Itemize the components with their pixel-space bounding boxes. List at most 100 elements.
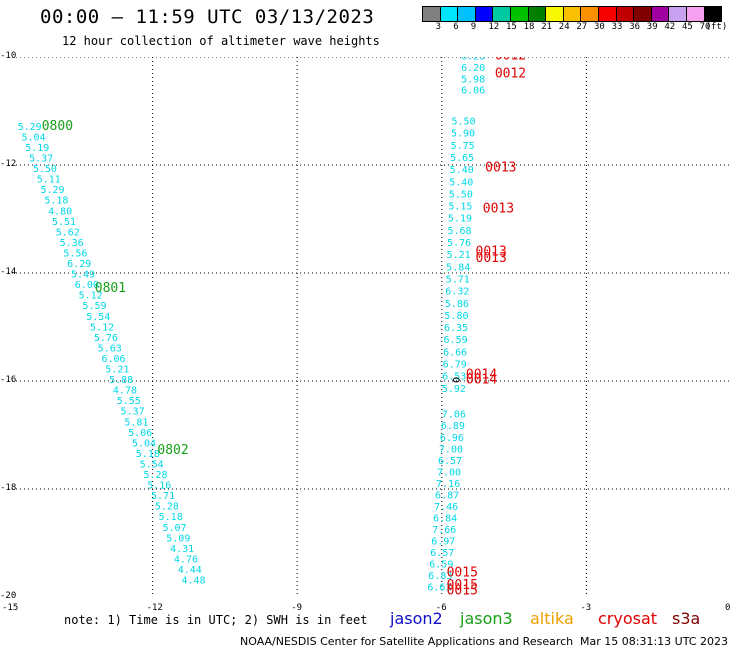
legend-label: 9 <box>470 22 477 32</box>
pass-time-label: 0013 <box>485 160 516 175</box>
pass-time-label: 0012 <box>495 57 526 64</box>
pass-time-label: 0015 <box>447 578 478 593</box>
legend-label: 12 <box>488 22 500 32</box>
legend-swatch <box>545 6 564 22</box>
legend-label: 70 <box>699 22 711 32</box>
swh-point: 6.06 <box>101 354 125 365</box>
swh-point: 5.98 <box>461 74 485 85</box>
swh-point: 6.29 <box>67 259 91 270</box>
swh-point: 5.36 <box>60 238 84 249</box>
swh-point: 5.54 <box>86 312 110 323</box>
y-tick-label: -14 <box>0 267 17 277</box>
swh-point: 5.65 <box>450 153 474 164</box>
swh-point: 6.97 <box>431 536 455 547</box>
swh-point: 7.00 <box>439 444 463 455</box>
swh-point: 5.18 <box>136 449 160 460</box>
pass-time-label: 0013 <box>476 251 507 266</box>
swh-point: 4.44 <box>178 565 202 576</box>
pass-time-label: 0014 <box>466 373 497 388</box>
legend-label: 33 <box>611 22 623 32</box>
swh-point: 7.46 <box>434 502 458 513</box>
swh-point: 6.57 <box>438 456 462 467</box>
legend-label: 30 <box>594 22 605 32</box>
legend-label: 15 <box>506 22 517 32</box>
note-text: note: 1) Time is in UTC; 2) SWH is in fe… <box>64 613 368 627</box>
swh-point: 5.84 <box>446 262 470 273</box>
swh-point: 7.66 <box>432 525 456 536</box>
swh-point: 6.59 <box>444 335 468 346</box>
swh-point: 6.53 <box>442 372 466 383</box>
swh-point: 5.81 <box>124 417 148 428</box>
swh-point: 5.55 <box>117 396 141 407</box>
swh-point: 6.84 <box>433 513 457 524</box>
legend-swatch <box>615 6 635 22</box>
swh-point: 5.16 <box>147 481 171 492</box>
x-tick-label: -15 <box>2 603 19 613</box>
swh-point: 5.68 <box>447 226 471 237</box>
swh-point: 4.76 <box>174 554 198 565</box>
swh-point: 6.06 <box>461 86 485 97</box>
legend-label: 27 <box>576 22 588 32</box>
legend-swatch <box>580 6 599 22</box>
swh-point: 5.21 <box>447 250 471 261</box>
legend-label: 45 <box>682 22 693 32</box>
swh-point: 5.59 <box>82 301 106 312</box>
legend-swatch <box>650 6 670 22</box>
swh-point: 6.23 <box>461 57 485 63</box>
mission-label-jason2: jason2 <box>390 609 443 628</box>
pass-time-label: 0013 <box>483 202 514 217</box>
swh-point: 6.20 <box>461 63 485 74</box>
swh-point: 5.21 <box>105 365 129 376</box>
swh-point: 5.19 <box>25 143 49 154</box>
swh-point: 6.57 <box>430 548 454 559</box>
swh-point: 5.28 <box>143 470 167 481</box>
x-tick-label: 0 <box>725 603 731 613</box>
mission-label-jason3: jason3 <box>460 609 513 628</box>
swh-point: 5.29 <box>41 185 65 196</box>
swh-point: 5.29 <box>18 122 42 133</box>
swh-point: 4.31 <box>170 544 194 555</box>
swh-point: 6.96 <box>440 433 464 444</box>
y-tick-label: -18 <box>0 483 17 493</box>
y-tick-label: -16 <box>0 375 17 385</box>
swh-point: 5.07 <box>162 523 186 534</box>
legend-label: 3 <box>435 22 442 32</box>
swh-point: 5.49 <box>71 270 95 281</box>
legend-swatch <box>527 6 547 22</box>
pass-time-label: 0802 <box>157 443 188 458</box>
legend-swatch <box>668 6 687 22</box>
mission-label-s3a: s3a <box>672 609 701 628</box>
pass-time-label: 0015 <box>447 583 478 598</box>
swh-point: 6.35 <box>444 323 468 334</box>
swh-point: 6.59 <box>429 559 453 570</box>
legend-unit: (ft) <box>705 22 728 32</box>
legend-label: 24 <box>558 22 570 32</box>
swh-point: 5.06 <box>128 428 152 439</box>
legend-label: 6 <box>453 22 459 32</box>
legend-swatch <box>633 6 652 22</box>
pass-time-label: 0800 <box>42 119 73 134</box>
swh-point: 7.16 <box>436 479 460 490</box>
swh-point: 5.18 <box>159 512 183 523</box>
legend-swatch <box>598 6 617 22</box>
legend-swatch <box>457 6 476 22</box>
swh-point: 5.80 <box>444 311 468 322</box>
swh-point: 5.51 <box>52 217 76 228</box>
x-tick-label: -6 <box>435 603 447 613</box>
swh-point: 5.71 <box>151 491 175 502</box>
legend-swatch <box>703 6 723 22</box>
swh-point: 5.37 <box>29 154 53 165</box>
swh-point: 4.80 <box>48 206 72 217</box>
swh-point: 4.78 <box>113 386 137 397</box>
generation-timestamp: Mar 15 08:31:13 UTC 2023 <box>580 635 728 648</box>
swh-point: 5.71 <box>446 274 470 285</box>
legend-label: 39 <box>646 22 658 32</box>
swh-point: 5.12 <box>79 291 103 302</box>
legend-label: 36 <box>629 22 641 32</box>
swh-point: 5.75 <box>451 141 475 152</box>
swh-point: 5.50 <box>449 189 473 200</box>
chart-title: 00:00 – 11:59 UTC 03/13/2023 <box>40 6 375 28</box>
swh-point: 6.89 <box>441 421 465 432</box>
legend-swatch <box>439 6 459 22</box>
pass-time-label: 0013 <box>476 245 507 260</box>
